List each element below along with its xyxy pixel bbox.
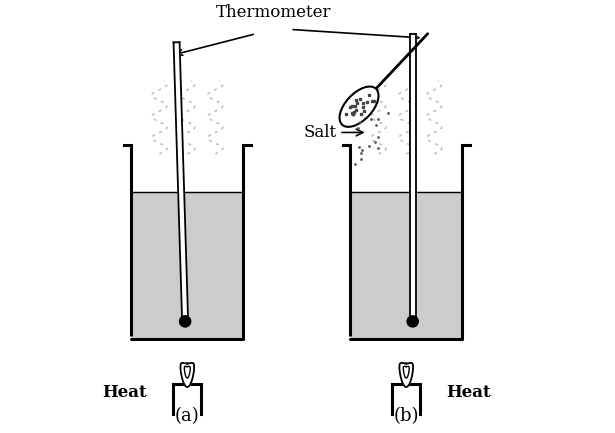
Bar [132, 192, 242, 338]
Circle shape [180, 316, 191, 327]
Polygon shape [184, 366, 190, 378]
Polygon shape [399, 363, 413, 387]
Ellipse shape [339, 87, 378, 127]
Text: (b): (b) [394, 407, 419, 425]
Polygon shape [410, 34, 416, 321]
Text: Heat: Heat [103, 384, 148, 401]
Polygon shape [173, 42, 188, 321]
Bar [351, 192, 461, 338]
Text: Heat: Heat [446, 384, 491, 401]
Polygon shape [403, 366, 409, 378]
Circle shape [407, 316, 418, 327]
Text: Salt: Salt [303, 124, 363, 141]
Polygon shape [180, 363, 194, 387]
Text: Thermometer: Thermometer [215, 4, 331, 21]
Text: (a): (a) [175, 407, 200, 425]
